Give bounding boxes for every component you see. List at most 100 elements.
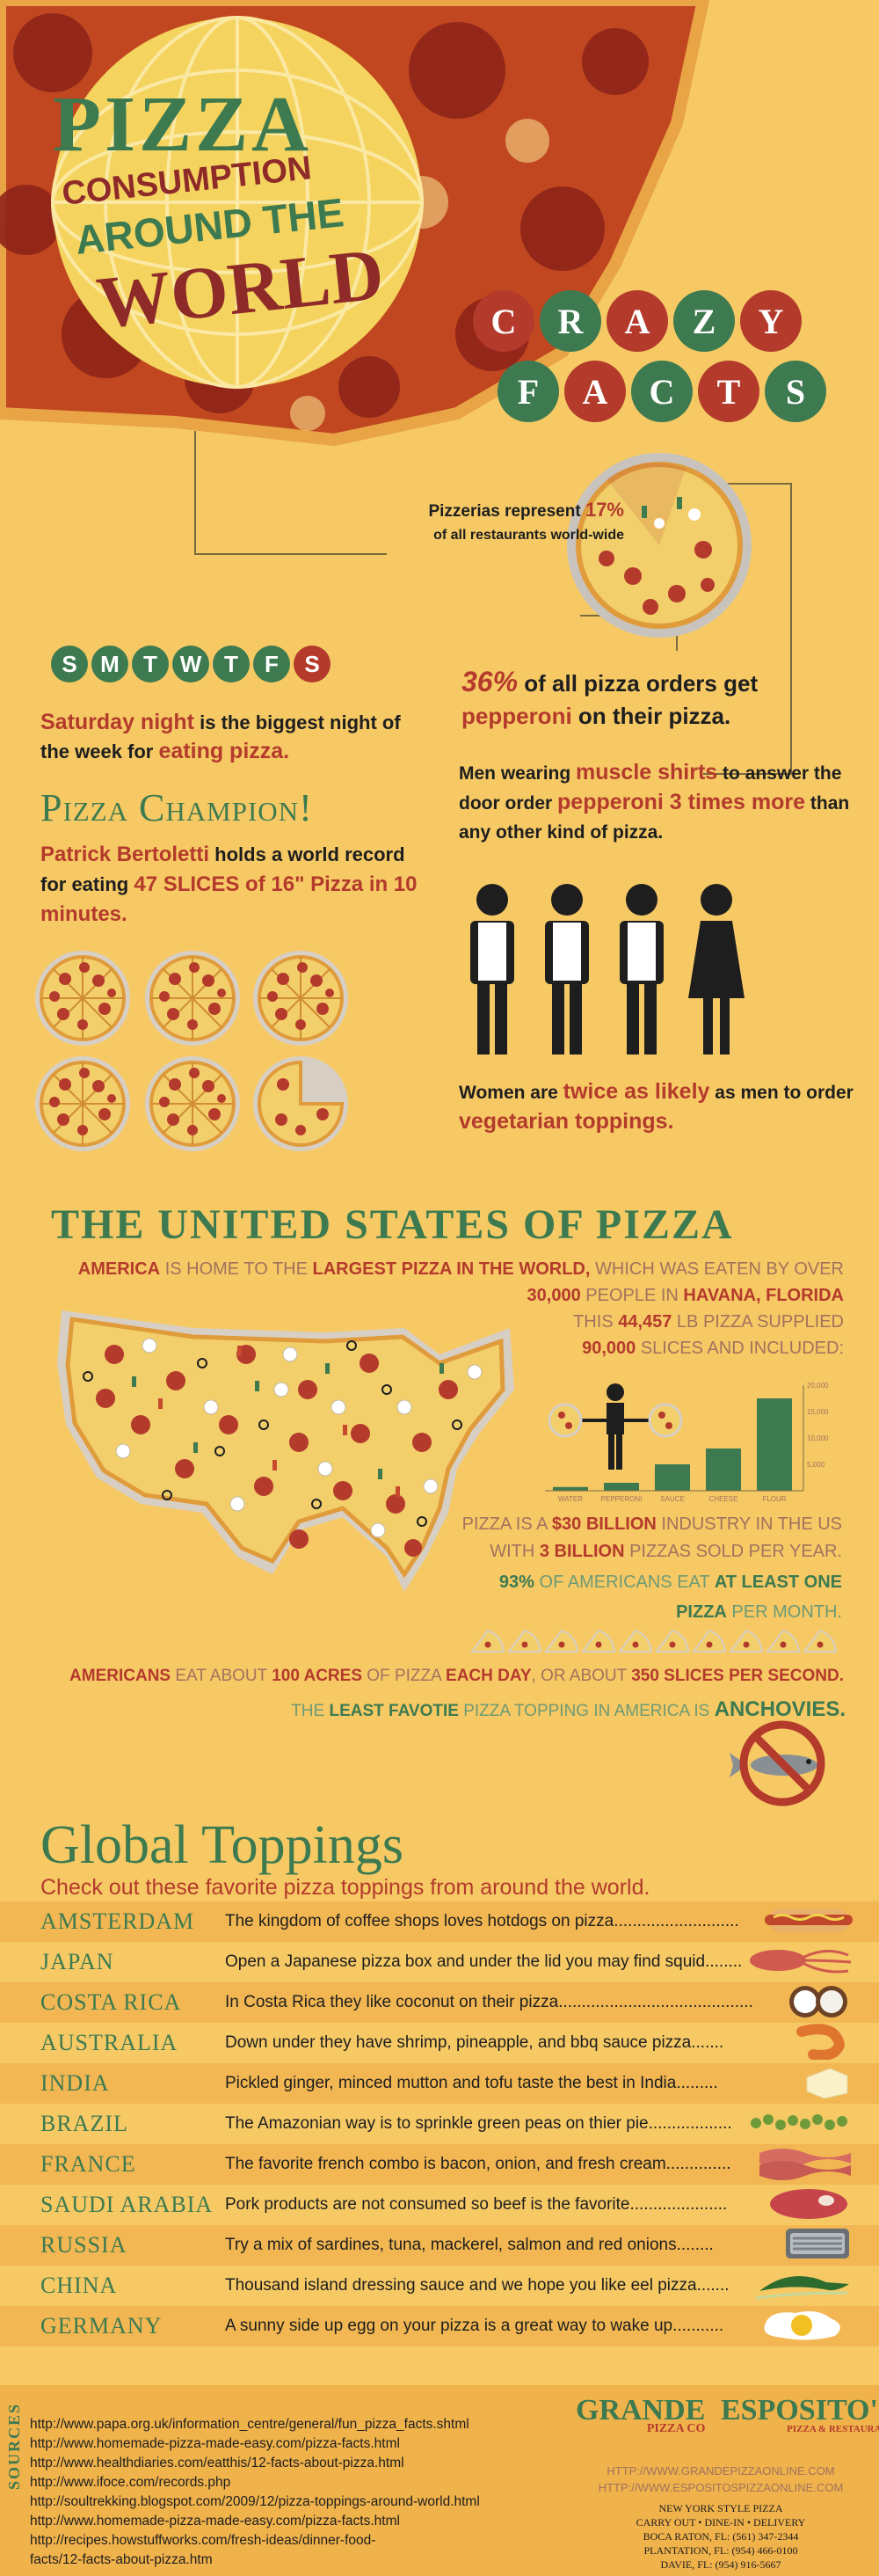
facts-letter: C: [631, 361, 693, 422]
topping-row: COSTA RICA In Costa Rica they like coconu…: [0, 1982, 879, 2023]
topping-description: Pickled ginger, minced mutton and tofu t…: [225, 2074, 718, 2092]
acres-each-day: EACH DAY: [446, 1667, 532, 1685]
usa-pizza-map: [57, 1310, 514, 1592]
topping-row: CHINA Thousand island dressing sauce and …: [0, 2266, 879, 2306]
muscle-text-1: Men wearing: [459, 763, 577, 784]
esposito-url[interactable]: HTTP://WWW.ESPOSITOSPIZZAONLINE.COM: [598, 2481, 844, 2494]
coconut-icon: [782, 1982, 853, 2024]
x-labels-group: WATER PEPPERONI SAUCE CHEESE FLOUR: [558, 1495, 787, 1503]
crazy-letter: R: [540, 290, 601, 352]
pizza-slice-icon: [470, 1629, 505, 1653]
industry-text-3: PIZZAS SOLD PER YEAR.: [624, 1542, 842, 1561]
pepperoni-word: pepperoni: [461, 703, 572, 729]
women-text-1: Women are: [459, 1083, 563, 1103]
day-wednesday: W: [172, 646, 209, 682]
tofu-icon: [800, 2063, 853, 2105]
pepperoni-dot: [632, 1641, 639, 1648]
source-link[interactable]: http://www.homemade-pizza-made-easy.com/…: [30, 2436, 400, 2451]
source-link[interactable]: facts/12-facts-about-pizza.htm: [30, 2552, 213, 2567]
day-friday: F: [253, 646, 290, 682]
pizza-slice-icon: [581, 1629, 616, 1653]
women-twice: twice as likely: [563, 1079, 710, 1104]
footer-info: NEW YORK STYLE PIZZA CARRY OUT • DINE-IN …: [580, 2501, 861, 2572]
esposito-name: ESPOSITO'S: [721, 2394, 879, 2426]
no-anchovies-icon: [730, 1720, 825, 1806]
pizza-slice-icon: [507, 1629, 542, 1653]
topping-row: AUSTRALIA Down under they have shrimp, pi…: [0, 2023, 879, 2063]
champion-fact: Patrick Bertoletti holds a world record …: [40, 840, 427, 930]
topping-row: FRANCE The favorite french combo is bacon…: [0, 2144, 879, 2185]
acres-fact: AMERICANS EAT ABOUT 100 ACRES OF PIZZA E…: [26, 1667, 844, 1686]
facts-letter: T: [698, 361, 759, 422]
least-text-2: PIZZA TOPPING IN AMERICA IS: [458, 1702, 715, 1720]
saturday-highlight: Saturday night: [40, 710, 195, 734]
usa-largest: LARGEST PIZZA IN THE WORLD,: [312, 1259, 591, 1279]
facts-letter: S: [765, 361, 826, 422]
facts-word: F A C T S: [498, 361, 826, 422]
anchovies-fact: THE LEAST FAVOTIE PIZZA TOPPING IN AMERI…: [26, 1697, 846, 1722]
day-sunday: S: [51, 646, 88, 682]
y-axis-group: 5,000 10,000 15,000 20,000: [545, 1382, 829, 1492]
topping-country: AMSTERDAM: [40, 1908, 195, 1934]
champion-text: holds a world record for eating: [40, 843, 405, 895]
least-text-1: THE: [291, 1702, 330, 1720]
weightlifter-icon: [548, 1383, 683, 1470]
squid-icon: [747, 1943, 853, 1982]
topping-description: Pork products are not consumed so beef i…: [225, 2195, 728, 2214]
chart-y-tick: 15,000: [807, 1408, 829, 1416]
source-link[interactable]: http://www.homemade-pizza-made-easy.com/…: [30, 2514, 400, 2529]
pizzerias-pct: 17%: [585, 499, 624, 521]
source-link[interactable]: http://www.papa.org.uk/information_centr…: [30, 2417, 469, 2432]
source-link[interactable]: http://soultrekking.blogspot.com/2009/12…: [30, 2494, 480, 2509]
pepperoni-text: of all pizza orders get: [518, 670, 759, 697]
grande-url[interactable]: HTTP://WWW.GRANDEPIZZAONLINE.COM: [607, 2464, 835, 2477]
pizza-slice-icon: [729, 1629, 764, 1653]
egg-icon: [756, 2306, 853, 2347]
acres-text-2: OF PIZZA: [362, 1667, 447, 1685]
source-link[interactable]: http://recipes.howstuffworks.com/fresh-i…: [30, 2533, 376, 2548]
topping-country: AUSTRALIA: [40, 2030, 178, 2055]
topping-row: AMSTERDAM The kingdom of coffee shops lov…: [0, 1901, 879, 1942]
eel-icon: [755, 2266, 853, 2306]
industry-30-billion: $30 BILLION: [551, 1514, 657, 1534]
topping-country: SAUDI ARABIA: [40, 2192, 214, 2217]
least-favorite: LEAST FAVOTIE: [329, 1702, 459, 1720]
pizza-slice-icon: [544, 1629, 579, 1653]
source-link[interactable]: http://www.ifoce.com/records.php: [30, 2475, 231, 2490]
topping-row: SAUDI ARABIA Pork products are not consum…: [0, 2185, 879, 2225]
chart-x-label: CHEESE: [709, 1495, 738, 1503]
grande-sub: PIZZA CO: [646, 2422, 706, 2435]
footer-info-line: BOCA RATON, FL: (561) 347-2344: [643, 2530, 799, 2543]
saturday-fact: Saturday night is the biggest night of t…: [40, 708, 418, 766]
pizza-pie-chart: [567, 453, 752, 638]
pizza-slice-icon: [766, 1629, 801, 1653]
pepperoni-dot: [780, 1641, 787, 1648]
pepperoni-dot: [669, 1641, 676, 1648]
footer: SOURCES http://www.papa.org.uk/informati…: [0, 2385, 879, 2576]
industry-text-1: PIZZA IS A: [461, 1514, 552, 1534]
pepperoni-dot: [706, 1641, 713, 1648]
industry-3-billion: 3 BILLION: [539, 1542, 625, 1561]
bars-group: [553, 1398, 792, 1491]
people-figures: [470, 884, 745, 1054]
least-anchovies: ANCHOVIES.: [714, 1697, 846, 1721]
industry-fact: PIZZA IS A $30 BILLION INDUSTRY IN THE U…: [440, 1511, 842, 1565]
pepperoni-dot: [558, 1641, 565, 1648]
sources-label: SOURCES: [5, 2403, 23, 2491]
topping-description: The Amazonian way is to sprinkle green p…: [225, 2114, 732, 2133]
days-of-week: S M T W T F S: [51, 646, 334, 682]
pizzerias-post: of all restaurants world-wide: [433, 528, 624, 543]
usa-weight: 44,457: [618, 1312, 672, 1332]
pepperoni-dot: [484, 1641, 491, 1648]
source-link[interactable]: http://www.healthdiaries.com/eatthis/12-…: [30, 2456, 404, 2470]
muscle-text-3: than any other kind of pizza.: [459, 793, 850, 843]
monthly-pizza-fact: 93% OF AMERICANS EAT AT LEAST ONE PIZZA …: [440, 1567, 842, 1627]
footer-urls: HTTP://WWW.GRANDEPIZZAONLINE.COM HTTP://…: [580, 2463, 861, 2496]
topping-country: COSTA RICA: [40, 1989, 182, 2015]
usa-text-4: THIS: [573, 1312, 619, 1332]
pct-at-least-one: AT LEAST ONE: [714, 1573, 842, 1592]
footer-info-line: PLANTATION, FL: (954) 466-0100: [643, 2544, 798, 2557]
topping-country: FRANCE: [40, 2151, 136, 2177]
pepperoni-dot: [521, 1641, 528, 1648]
chart-bar: [604, 1483, 639, 1491]
